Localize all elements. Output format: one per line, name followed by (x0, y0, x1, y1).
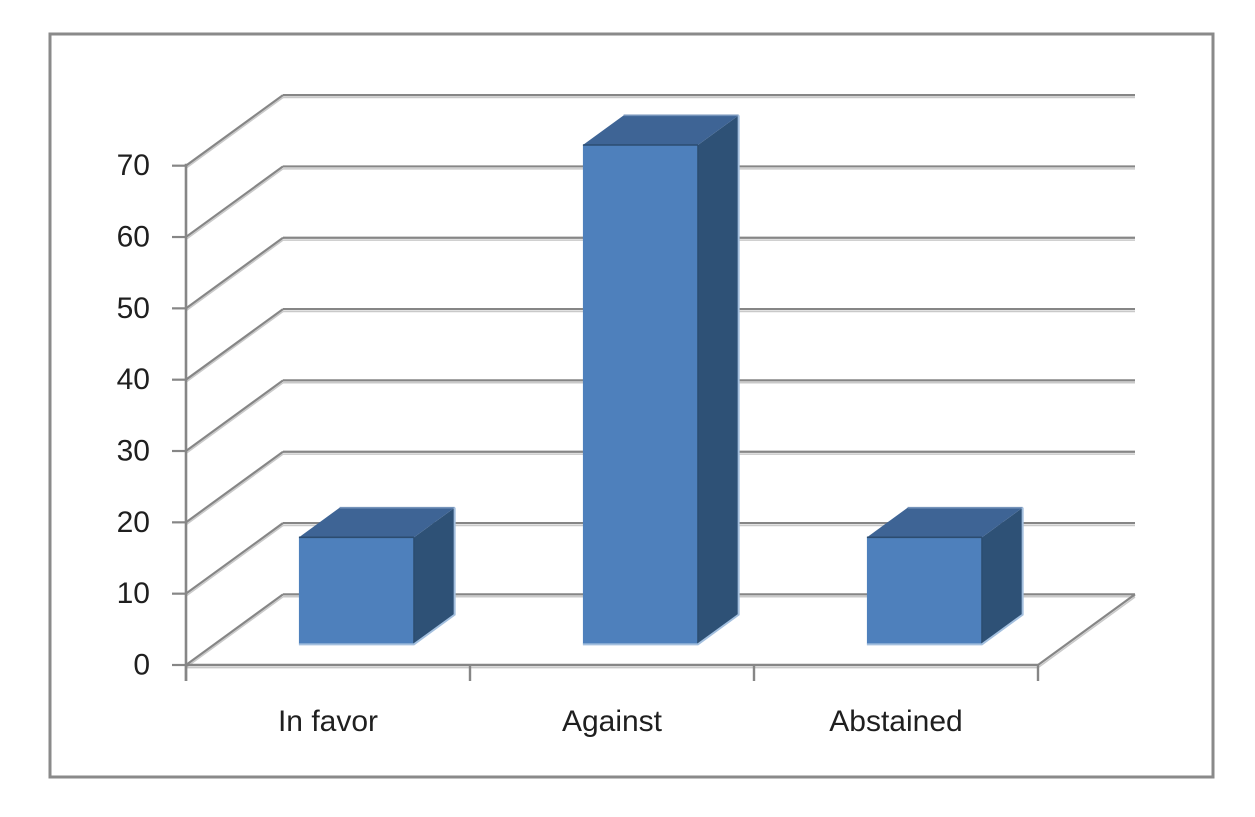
y-axis-label-20: 20 (117, 506, 150, 539)
bar-front-face (298, 537, 414, 645)
category-labels: In favor Against Abstained (278, 705, 963, 738)
gridline-shadow (185, 524, 284, 597)
gridline-shadow (185, 96, 284, 169)
floor-edge-shadow (1037, 596, 1136, 669)
gridline-depth-40 (185, 308, 284, 381)
bar-side-face (413, 507, 455, 645)
bars (298, 114, 1024, 646)
gridline-depth-50 (185, 236, 284, 310)
y-axis-label-30: 30 (117, 435, 150, 468)
gridline-depth-60 (185, 165, 284, 238)
bar-light-edge (866, 507, 1024, 646)
gridline-shadow (185, 239, 284, 312)
category-label-against: Against (562, 705, 663, 738)
y-axis-label-60: 60 (117, 221, 150, 254)
category-label-abstained: Abstained (829, 705, 962, 738)
y-axis-label-70: 70 (117, 149, 150, 182)
bar-top-face (582, 115, 739, 146)
bar-side-face (981, 507, 1023, 645)
bar-light-edge (582, 115, 740, 646)
bar-top-face (298, 507, 455, 538)
category-label-in-favor: In favor (278, 705, 378, 738)
y-axis-labels: 0 10 20 30 40 50 60 70 (117, 149, 150, 681)
gridline-depth-30 (185, 379, 284, 452)
bar-light-edge (298, 507, 456, 646)
floor-right-edge (1037, 593, 1136, 666)
x-axis (184, 593, 1136, 681)
bar-against[interactable] (582, 114, 740, 646)
gridline-shadow (185, 168, 284, 241)
bar-front-face (582, 145, 698, 645)
gridline-depth-0 (185, 593, 284, 666)
figure-frame (48, 32, 1215, 779)
y-axis-label-0: 0 (133, 649, 150, 682)
y-axis-label-40: 40 (117, 363, 150, 396)
gridline-shadow (185, 382, 284, 455)
bar-abstained[interactable] (866, 506, 1024, 646)
gridline-depth-70 (185, 94, 284, 167)
gridline-shadow (185, 453, 284, 526)
bar-in-favor[interactable] (298, 506, 456, 646)
bar-top-face (866, 507, 1023, 538)
bar-front-face (866, 537, 982, 645)
gridline-depth-20 (185, 450, 284, 524)
gridline-depth-10 (185, 522, 284, 595)
y-axis-label-10: 10 (117, 577, 150, 610)
gridline-shadow (185, 310, 284, 383)
bar-side-face (697, 115, 739, 645)
y-axis-label-50: 50 (117, 292, 150, 325)
gridline-shadow (185, 596, 284, 669)
gridline-70 (172, 93, 1135, 169)
